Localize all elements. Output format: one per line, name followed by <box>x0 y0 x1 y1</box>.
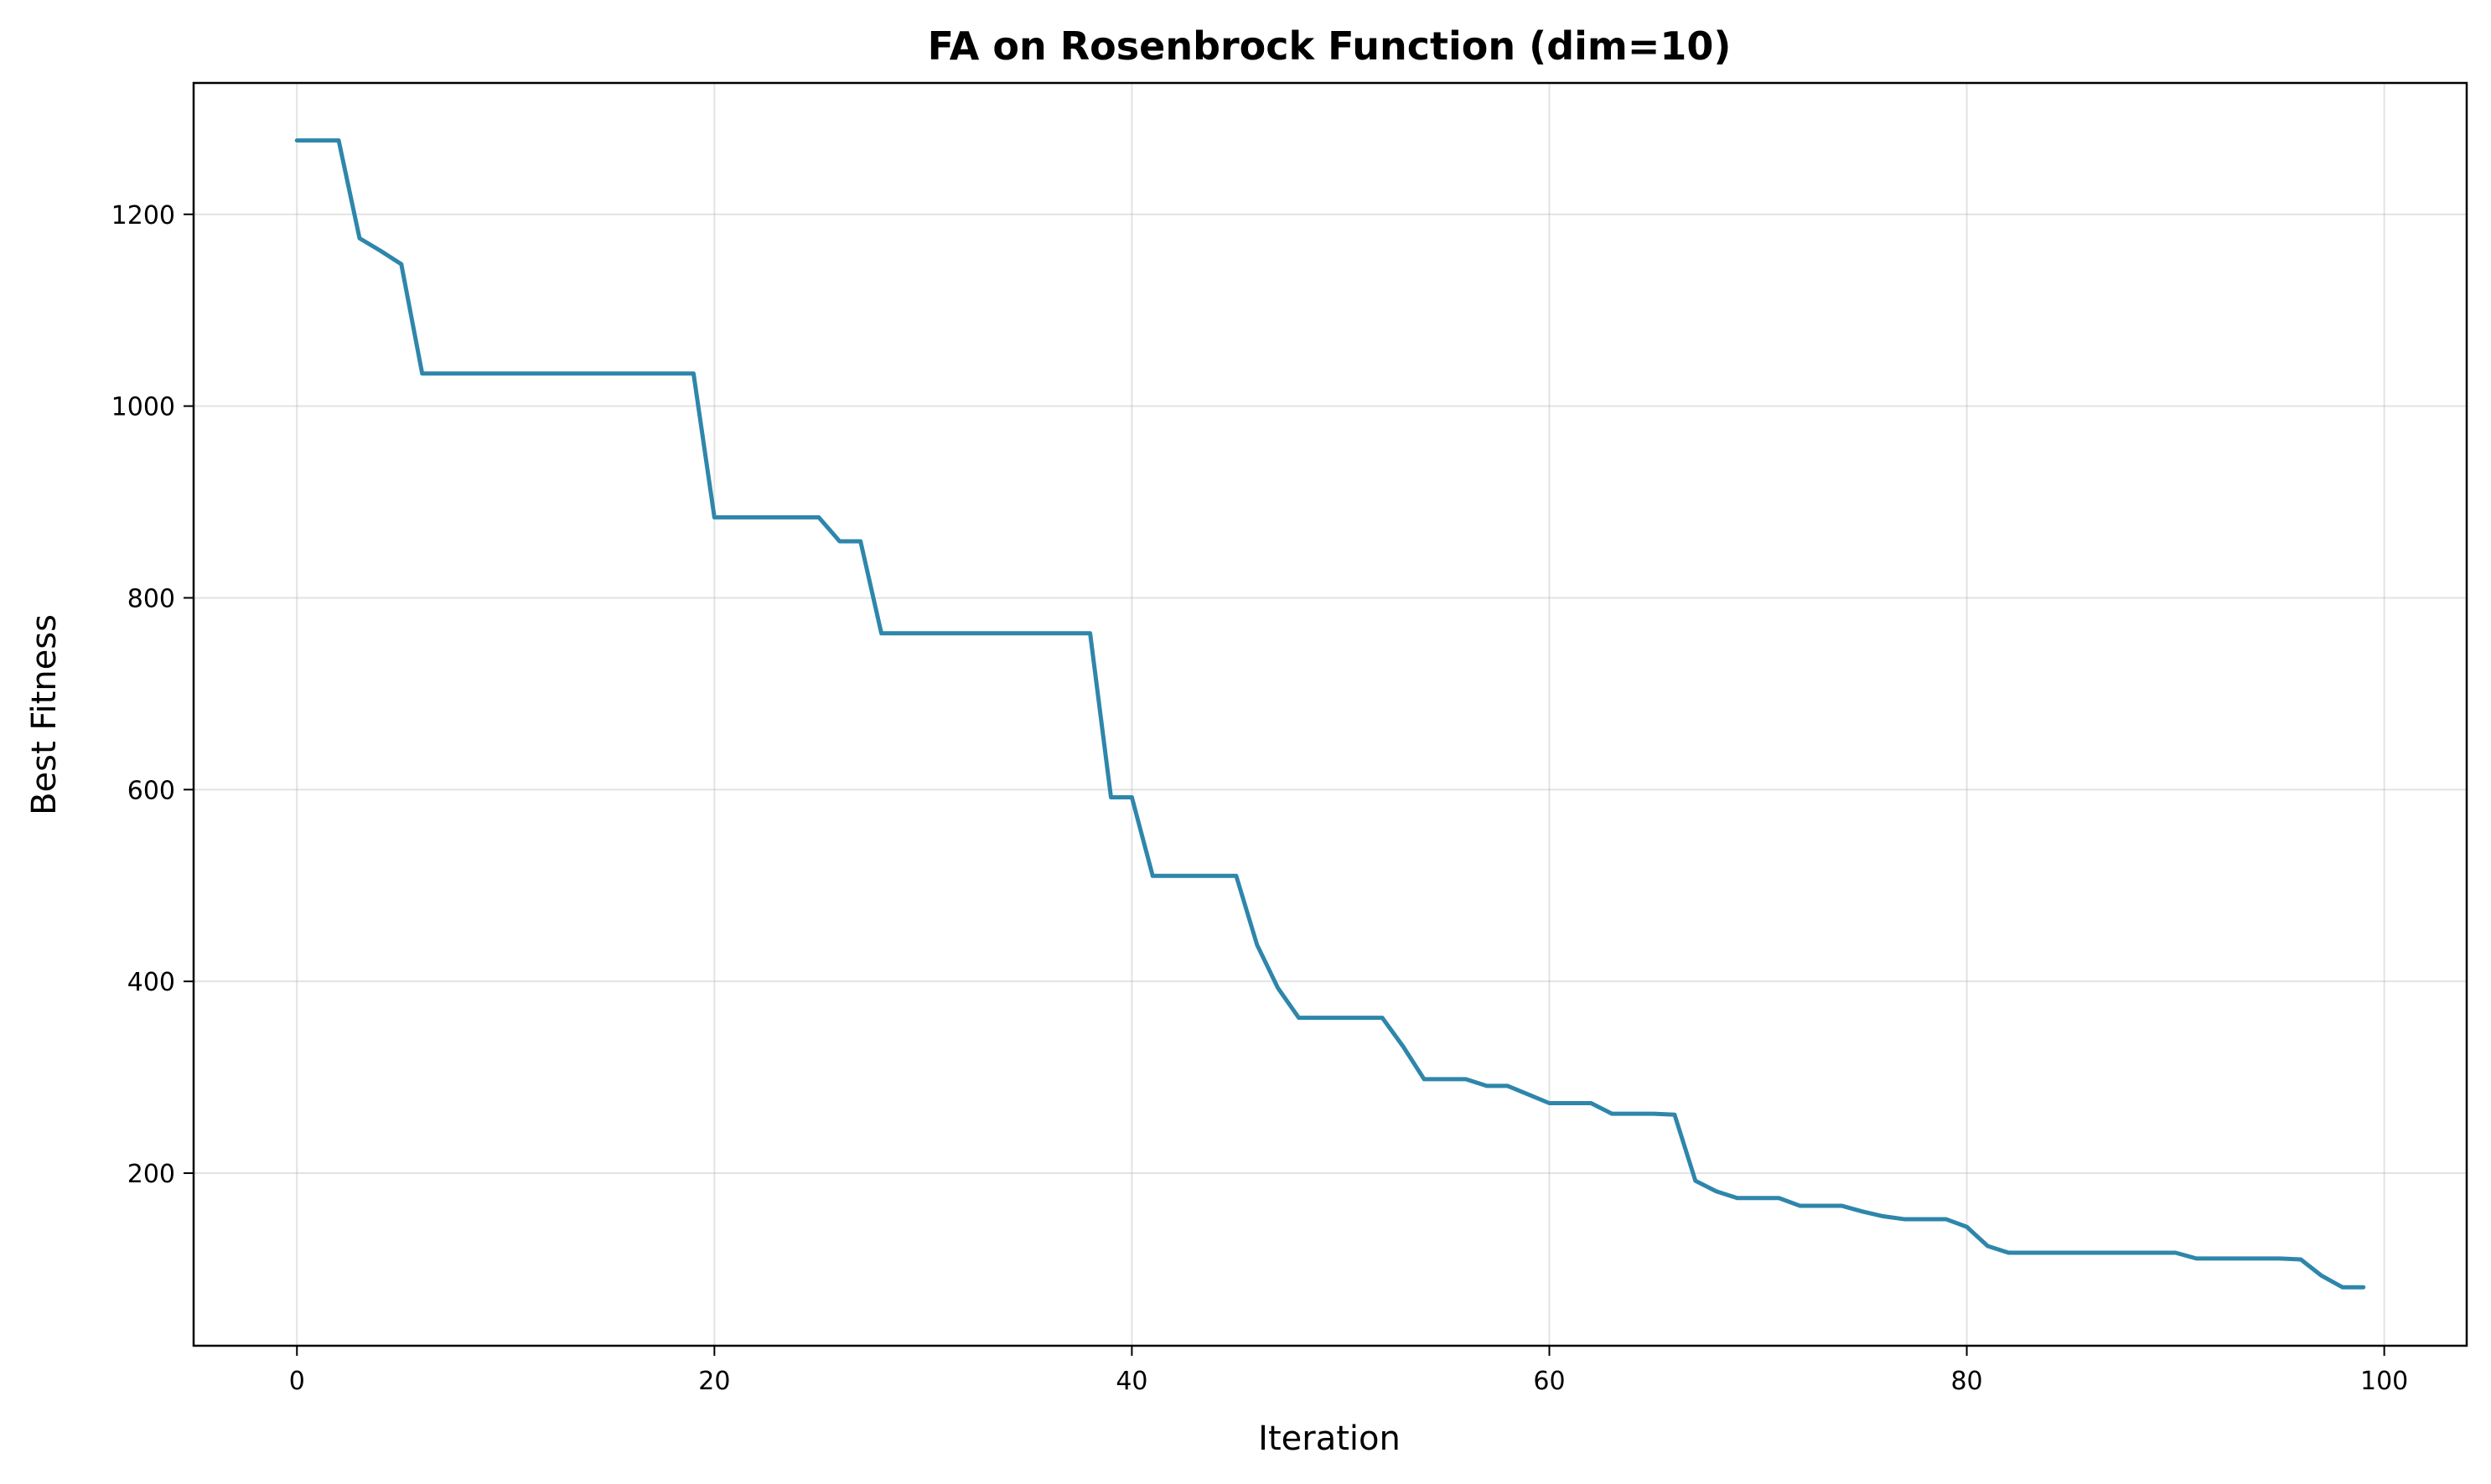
x-tick-label: 0 <box>289 1367 305 1396</box>
x-axis-label: Iteration <box>1258 1419 1401 1458</box>
grid <box>194 83 2467 1346</box>
x-tick-label: 80 <box>1950 1367 1982 1396</box>
x-tick-label: 40 <box>1116 1367 1147 1396</box>
x-tick-label: 20 <box>698 1367 730 1396</box>
plot-frame <box>192 81 2468 1347</box>
x-tick-label: 100 <box>2360 1367 2408 1396</box>
series-layer <box>294 138 2366 1290</box>
axis-ticks: 0 20 40 60 80 100 200 400 600 800 1000 1200 <box>111 201 2409 1396</box>
y-tick-label: 800 <box>127 584 175 613</box>
chart-title: FA on Rosenbrock Function (dim=10) <box>928 23 1732 69</box>
x-tick-label: 60 <box>1533 1367 1565 1396</box>
series-line <box>294 138 2366 1290</box>
y-tick-label: 200 <box>127 1160 175 1189</box>
y-tick-label: 1000 <box>111 393 175 422</box>
y-axis-label: Best Fitness <box>25 614 64 815</box>
y-tick-label: 600 <box>127 776 175 805</box>
y-tick-label: 400 <box>127 968 175 997</box>
y-tick-label: 1200 <box>111 201 175 230</box>
